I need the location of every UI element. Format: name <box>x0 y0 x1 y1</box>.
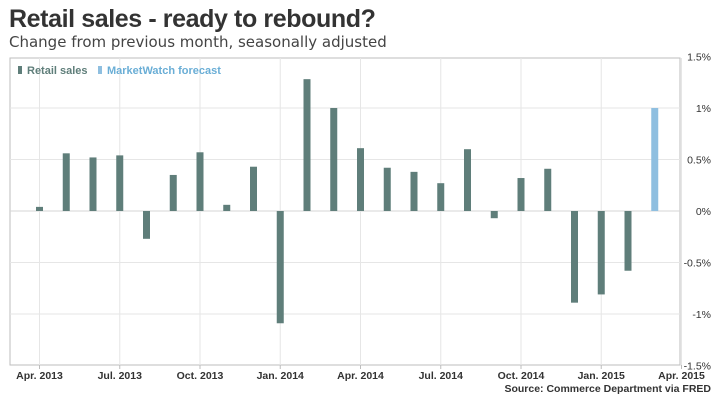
bar-retail-sales <box>624 211 632 271</box>
legend-label-retail-sales: Retail sales <box>27 65 88 77</box>
bar-retail-sales <box>517 178 525 211</box>
y-tick-label: -1% <box>692 309 711 321</box>
x-tick-label: Jul. 2013 <box>98 370 143 382</box>
bar-retail-sales <box>143 211 150 239</box>
bar-retail-sales <box>383 167 391 211</box>
x-tick-label: Jan. 2015 <box>578 370 625 382</box>
y-tick-label: 0.5% <box>687 155 711 167</box>
bar-retail-sales <box>330 108 338 211</box>
bar-forecast <box>651 108 659 211</box>
y-axis-labels: 1.5% 1% 0.5% 0% -0.5% -1% -1.5% <box>684 52 711 373</box>
legend-swatch-forecast <box>98 66 102 74</box>
bar-retail-sales <box>223 204 231 211</box>
bar-retail-sales <box>490 211 498 219</box>
bar-retail-sales <box>303 79 311 211</box>
y-tick-label: 0% <box>696 206 711 218</box>
bar-retail-sales <box>597 211 605 295</box>
chart-subtitle: Change from previous month, seasonally a… <box>9 33 387 51</box>
bar-retail-sales <box>544 168 552 211</box>
x-tick-label: Apr. 2013 <box>16 370 63 382</box>
bar-retail-sales <box>250 166 257 211</box>
bar-retail-sales <box>410 171 418 211</box>
bar-retail-sales <box>437 183 445 211</box>
source-note: Source: Commerce Department via FRED <box>504 383 711 395</box>
bar-retail-sales <box>571 211 578 303</box>
y-tick-label: -1.5% <box>684 361 711 373</box>
x-tick-label: Oct. 2014 <box>498 370 545 382</box>
legend: Retail sales MarketWatch forecast <box>18 65 221 77</box>
bars <box>36 79 659 324</box>
bar-retail-sales <box>196 152 204 211</box>
bar-retail-sales <box>464 149 471 211</box>
x-axis-labels: Apr. 2013 Jul. 2013 Oct. 2013 Jan. 2014 Apr.… <box>16 365 705 382</box>
chart-title: Retail sales - ready to rebound? <box>9 5 376 33</box>
x-tick-label: Apr. 2014 <box>337 370 384 382</box>
bar-retail-sales <box>89 157 97 211</box>
bar-retail-sales <box>276 211 284 324</box>
x-tick-label: Apr. 2015 <box>658 370 705 382</box>
legend-label-forecast: MarketWatch forecast <box>107 65 221 77</box>
y-tick-label: 1.5% <box>687 52 711 64</box>
bar-retail-sales <box>357 148 364 211</box>
grid-lines <box>9 57 682 366</box>
bar-retail-sales <box>169 174 177 211</box>
x-tick-label: Oct. 2013 <box>177 370 224 382</box>
x-tick-label: Jan. 2014 <box>257 370 304 382</box>
bar-retail-sales <box>116 155 124 211</box>
bar-retail-sales <box>62 153 70 211</box>
legend-swatch-retail-sales <box>18 66 22 74</box>
bar-retail-sales <box>36 206 43 211</box>
y-tick-label: -0.5% <box>684 258 711 270</box>
x-tick-label: Jul. 2014 <box>419 370 464 382</box>
y-tick-label: 1% <box>696 103 711 115</box>
